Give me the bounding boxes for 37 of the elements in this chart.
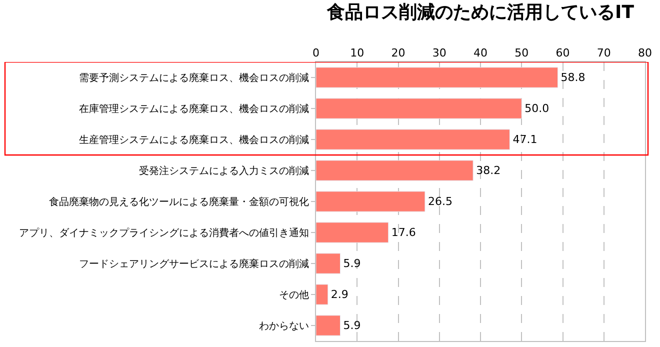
bar: [316, 67, 558, 88]
y-tick-label: アプリ、ダイナミックプライシングによる消費者への値引き通知: [19, 227, 309, 239]
bar: [316, 98, 522, 119]
x-tick-label: 10: [350, 46, 364, 60]
data-label: 2.9: [330, 288, 348, 302]
y-tick-label: 食品廃棄物の見える化ツールによる廃棄量・金額の可視化: [49, 196, 309, 208]
x-tick-label: 50: [514, 46, 529, 60]
chart-title: 食品ロス削減のために活用しているIT: [326, 2, 635, 23]
data-label: 47.1: [512, 133, 538, 146]
data-label: 17.6: [391, 226, 416, 239]
bar: [316, 191, 426, 212]
x-tick-label: 70: [596, 46, 611, 60]
bar: [316, 222, 389, 243]
x-tick-label: 20: [391, 46, 406, 60]
data-label: 26.5: [428, 195, 452, 208]
y-tick-label: 需要予測システムによる廃棄ロス、機会ロスの削減: [79, 72, 309, 84]
bar: [316, 253, 341, 274]
bar: [316, 129, 510, 150]
data-label: 5.9: [343, 257, 361, 270]
y-tick-label: 在庫管理システムによる廃棄ロス、機会ロスの削減: [79, 103, 309, 115]
data-label: 38.2: [476, 164, 501, 177]
bar: [316, 315, 341, 336]
x-tick-label: 40: [474, 46, 488, 60]
y-tick-label: フードシェアリングサービスによる廃棄ロスの削減: [79, 258, 309, 270]
x-tick-label: 0: [312, 46, 320, 60]
y-tick-label: 受発注システムによる入力ミスの削減: [139, 165, 309, 177]
bar: [316, 160, 474, 181]
data-label: 50.0: [524, 102, 550, 115]
y-tick-label: 生産管理システムによる廃棄ロス、機会ロスの削減: [79, 134, 309, 146]
y-tick-label: その他: [279, 289, 309, 301]
x-tick-label: 60: [556, 46, 570, 60]
y-tick-label: わからない: [259, 321, 309, 332]
data-label: 58.8: [560, 71, 586, 84]
x-tick-label: 80: [638, 46, 652, 60]
bar: [316, 284, 328, 305]
x-tick-label: 30: [432, 46, 446, 60]
data-label: 5.9: [343, 319, 361, 332]
